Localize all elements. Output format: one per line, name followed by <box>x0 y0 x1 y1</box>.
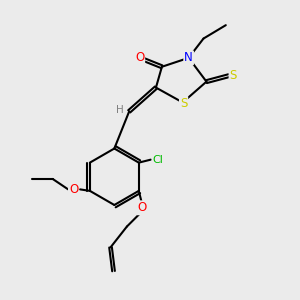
Text: Cl: Cl <box>153 155 164 165</box>
Text: O: O <box>137 201 146 214</box>
Text: S: S <box>180 97 187 110</box>
Text: S: S <box>230 69 237 82</box>
Text: O: O <box>69 183 78 196</box>
Text: H: H <box>116 105 124 115</box>
Text: O: O <box>135 51 144 64</box>
Text: N: N <box>184 51 193 64</box>
